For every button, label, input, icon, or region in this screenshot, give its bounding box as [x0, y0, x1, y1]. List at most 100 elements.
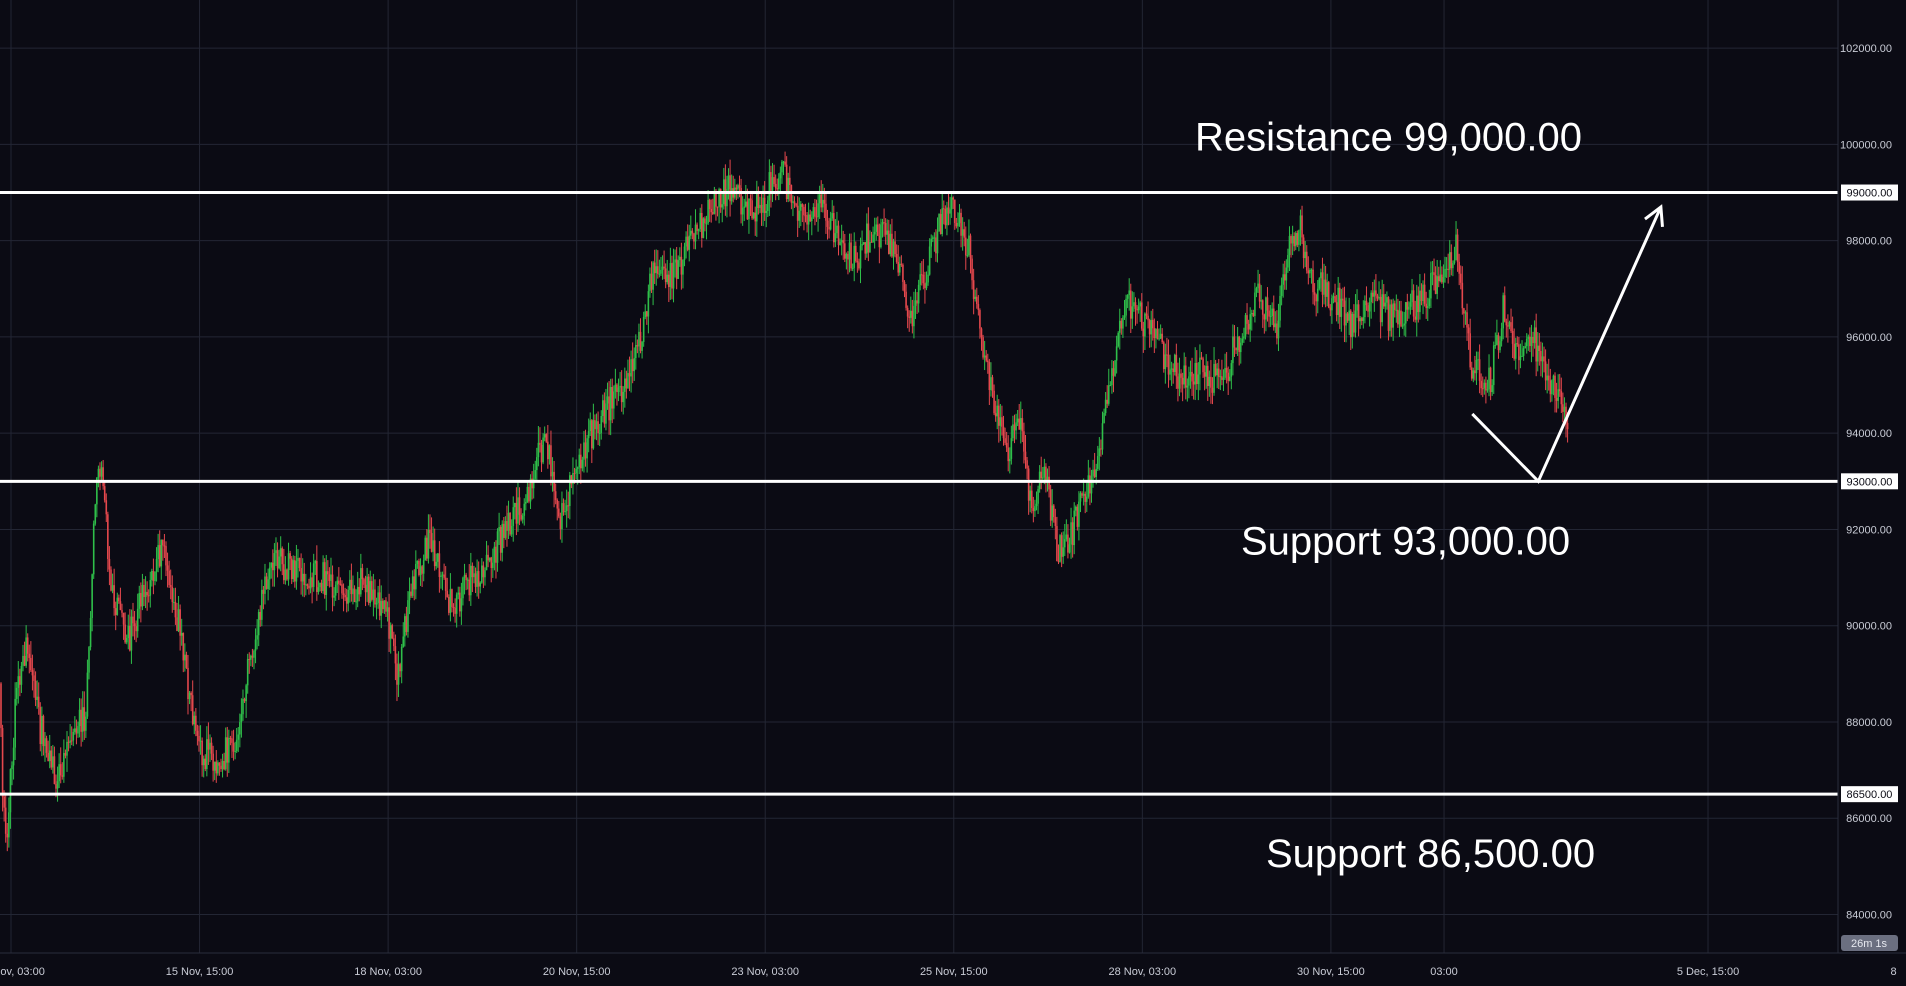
candle-body-up — [369, 581, 372, 603]
candle-body-up — [111, 585, 114, 591]
candle-body-up — [8, 812, 10, 838]
candle-body-down — [53, 756, 56, 785]
candle-body-up — [1492, 345, 1495, 386]
candle-body-up — [455, 594, 458, 614]
candle-body-down — [1013, 424, 1016, 431]
candle-body-up — [658, 273, 661, 275]
candle-body-up — [1499, 341, 1501, 351]
candle-body-up — [383, 600, 386, 610]
candle-body-down — [671, 263, 673, 289]
candle-body-down — [146, 591, 148, 596]
level-label: Support 93,000.00 — [1241, 519, 1570, 563]
candle-body-down — [1360, 318, 1363, 321]
candle-body-up — [297, 557, 299, 561]
candle-body-up — [840, 240, 843, 242]
candle-body-up — [416, 560, 419, 564]
candle-body-down — [182, 632, 185, 661]
candle-body-up — [1068, 544, 1071, 553]
candle-body-down — [1538, 345, 1541, 352]
candle-body-up — [157, 545, 159, 560]
candle-body-down — [1120, 320, 1123, 329]
candle-body-down — [1315, 294, 1317, 302]
candle-body-up — [705, 223, 708, 225]
candle-body-down — [675, 259, 678, 279]
candle-body-up — [336, 580, 339, 585]
candle-body-up — [325, 571, 328, 595]
candle-body-down — [559, 516, 562, 530]
candle-body-down — [785, 164, 788, 200]
candle-body-down — [520, 514, 522, 520]
candle-body-up — [1255, 288, 1258, 293]
candle-body-down — [446, 590, 449, 598]
candle-body-up — [1236, 336, 1239, 351]
candle-body-down — [740, 187, 742, 215]
candle-body-down — [248, 659, 251, 661]
candle-body-up — [1384, 302, 1387, 307]
candle-body-down — [1084, 493, 1087, 502]
candle-body-down — [196, 730, 199, 736]
candle-body-up — [160, 539, 163, 567]
time-tick-label: 15 Nov, 15:00 — [166, 966, 234, 978]
candle-body-down — [1485, 382, 1487, 391]
candle-body-up — [234, 751, 236, 753]
candle-body-up — [1411, 290, 1413, 303]
candle-body-up — [1087, 475, 1090, 497]
candle-body-up — [1331, 298, 1333, 311]
time-axis[interactable]: 13 Nov, 03:00 15 Nov, 15:00 18 Nov, 03:00 2… — [0, 966, 1897, 978]
candle-body-up — [1472, 370, 1475, 379]
candle-body-up — [254, 639, 257, 651]
candle-body-down — [231, 738, 233, 743]
candle-body-down — [883, 222, 885, 224]
candle-body-up — [242, 698, 244, 715]
candle-body-down — [814, 207, 816, 217]
candle-body-up — [787, 177, 790, 200]
candle-body-down — [729, 175, 731, 202]
candle-body-up — [1408, 306, 1410, 310]
candle-body-up — [1073, 510, 1076, 546]
candle-body-up — [130, 616, 133, 651]
candle-body-down — [1093, 469, 1096, 478]
candle-body-down — [1343, 300, 1346, 326]
candle-body-up — [1304, 251, 1306, 259]
candle-body-down — [539, 442, 541, 445]
candle-body-up — [1265, 297, 1267, 320]
candle-body-down — [1007, 447, 1010, 462]
candle-body-up — [1280, 284, 1283, 296]
candle-body-down — [1153, 328, 1156, 339]
time-tick-label: 8 — [1890, 966, 1896, 978]
candle-body-up — [97, 468, 100, 478]
candle-body-up — [202, 758, 205, 766]
candle-body-down — [639, 331, 642, 351]
candle-body-down — [290, 558, 293, 580]
candle-body-down — [215, 761, 218, 774]
candle-body-down — [969, 235, 972, 259]
candle-body-down — [1258, 283, 1261, 302]
candle-body-up — [1173, 354, 1176, 373]
candle-body-up — [264, 576, 266, 594]
candle-body-up — [1291, 236, 1294, 244]
candle-body-down — [719, 188, 722, 208]
candle-body-down — [1235, 347, 1237, 351]
price-axis[interactable]: 102000.00 100000.00 98000.00 96000.00 94000.… — [1840, 43, 1892, 921]
candle-body-up — [74, 728, 76, 732]
candle-body-down — [911, 310, 914, 327]
candle-body-up — [983, 355, 986, 358]
candle-body-down — [939, 214, 942, 235]
candle-body-up — [817, 203, 819, 218]
candle-body-up — [380, 600, 383, 616]
candle-body-down — [1467, 327, 1470, 334]
candle-body-down — [985, 355, 988, 361]
candle-body-down — [952, 197, 955, 200]
candle-body-up — [305, 584, 307, 586]
candle-body-down — [1211, 387, 1214, 393]
candle-body-down — [119, 601, 122, 611]
candle-body-up — [873, 231, 876, 235]
candle-body-down — [1263, 314, 1266, 320]
candle-body-down — [185, 654, 188, 668]
candle-body-up — [1442, 277, 1445, 283]
candle-body-up — [1059, 535, 1061, 562]
candle-body-down — [350, 579, 353, 595]
candle-body-down — [152, 570, 155, 582]
candle-body-down — [657, 266, 659, 274]
